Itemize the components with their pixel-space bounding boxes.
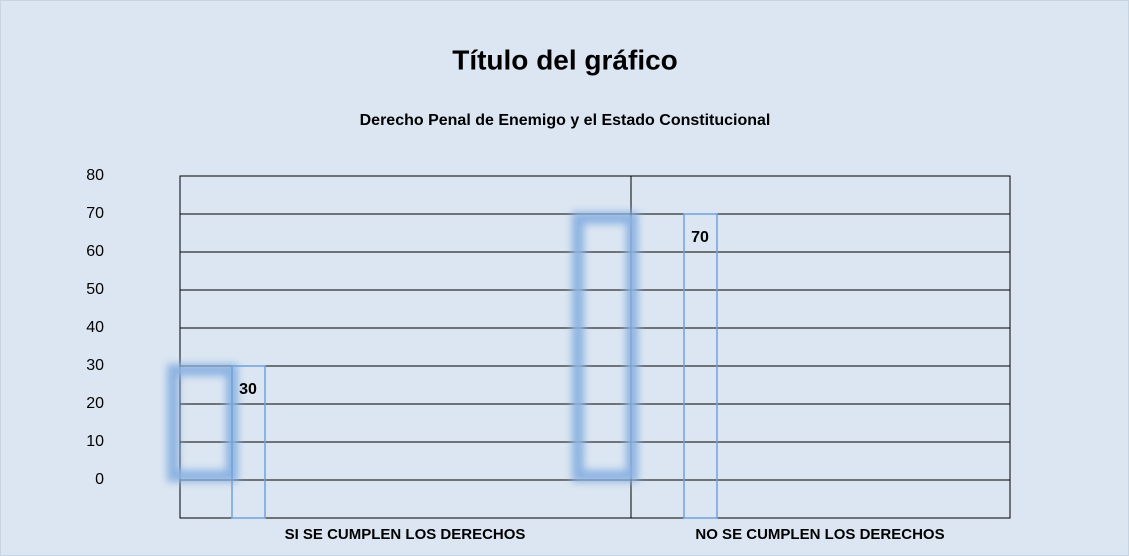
y-tick-label: 70 [86, 205, 104, 222]
y-tick-label: 50 [86, 281, 104, 298]
data-label: 30 [239, 381, 257, 398]
y-tick-label: 80 [86, 167, 104, 184]
y-tick-label: 60 [86, 243, 104, 260]
x-tick-label: SI SE CUMPLEN LOS DERECHOS [285, 526, 526, 543]
y-tick-label: 10 [86, 433, 104, 450]
bar [683, 213, 718, 519]
data-label: 70 [691, 229, 709, 246]
y-tick-label: 30 [86, 357, 104, 374]
bar-glow [572, 212, 638, 482]
chart-title: Título del gráfico [452, 44, 678, 75]
bar [231, 365, 266, 519]
chart-subtitle: Derecho Penal de Enemigo y el Estado Con… [360, 112, 771, 129]
y-tick-label: 40 [86, 319, 104, 336]
x-tick-label: NO SE CUMPLEN LOS DERECHOS [695, 526, 944, 543]
y-tick-label: 20 [86, 395, 104, 412]
y-tick-label: 0 [95, 471, 104, 488]
